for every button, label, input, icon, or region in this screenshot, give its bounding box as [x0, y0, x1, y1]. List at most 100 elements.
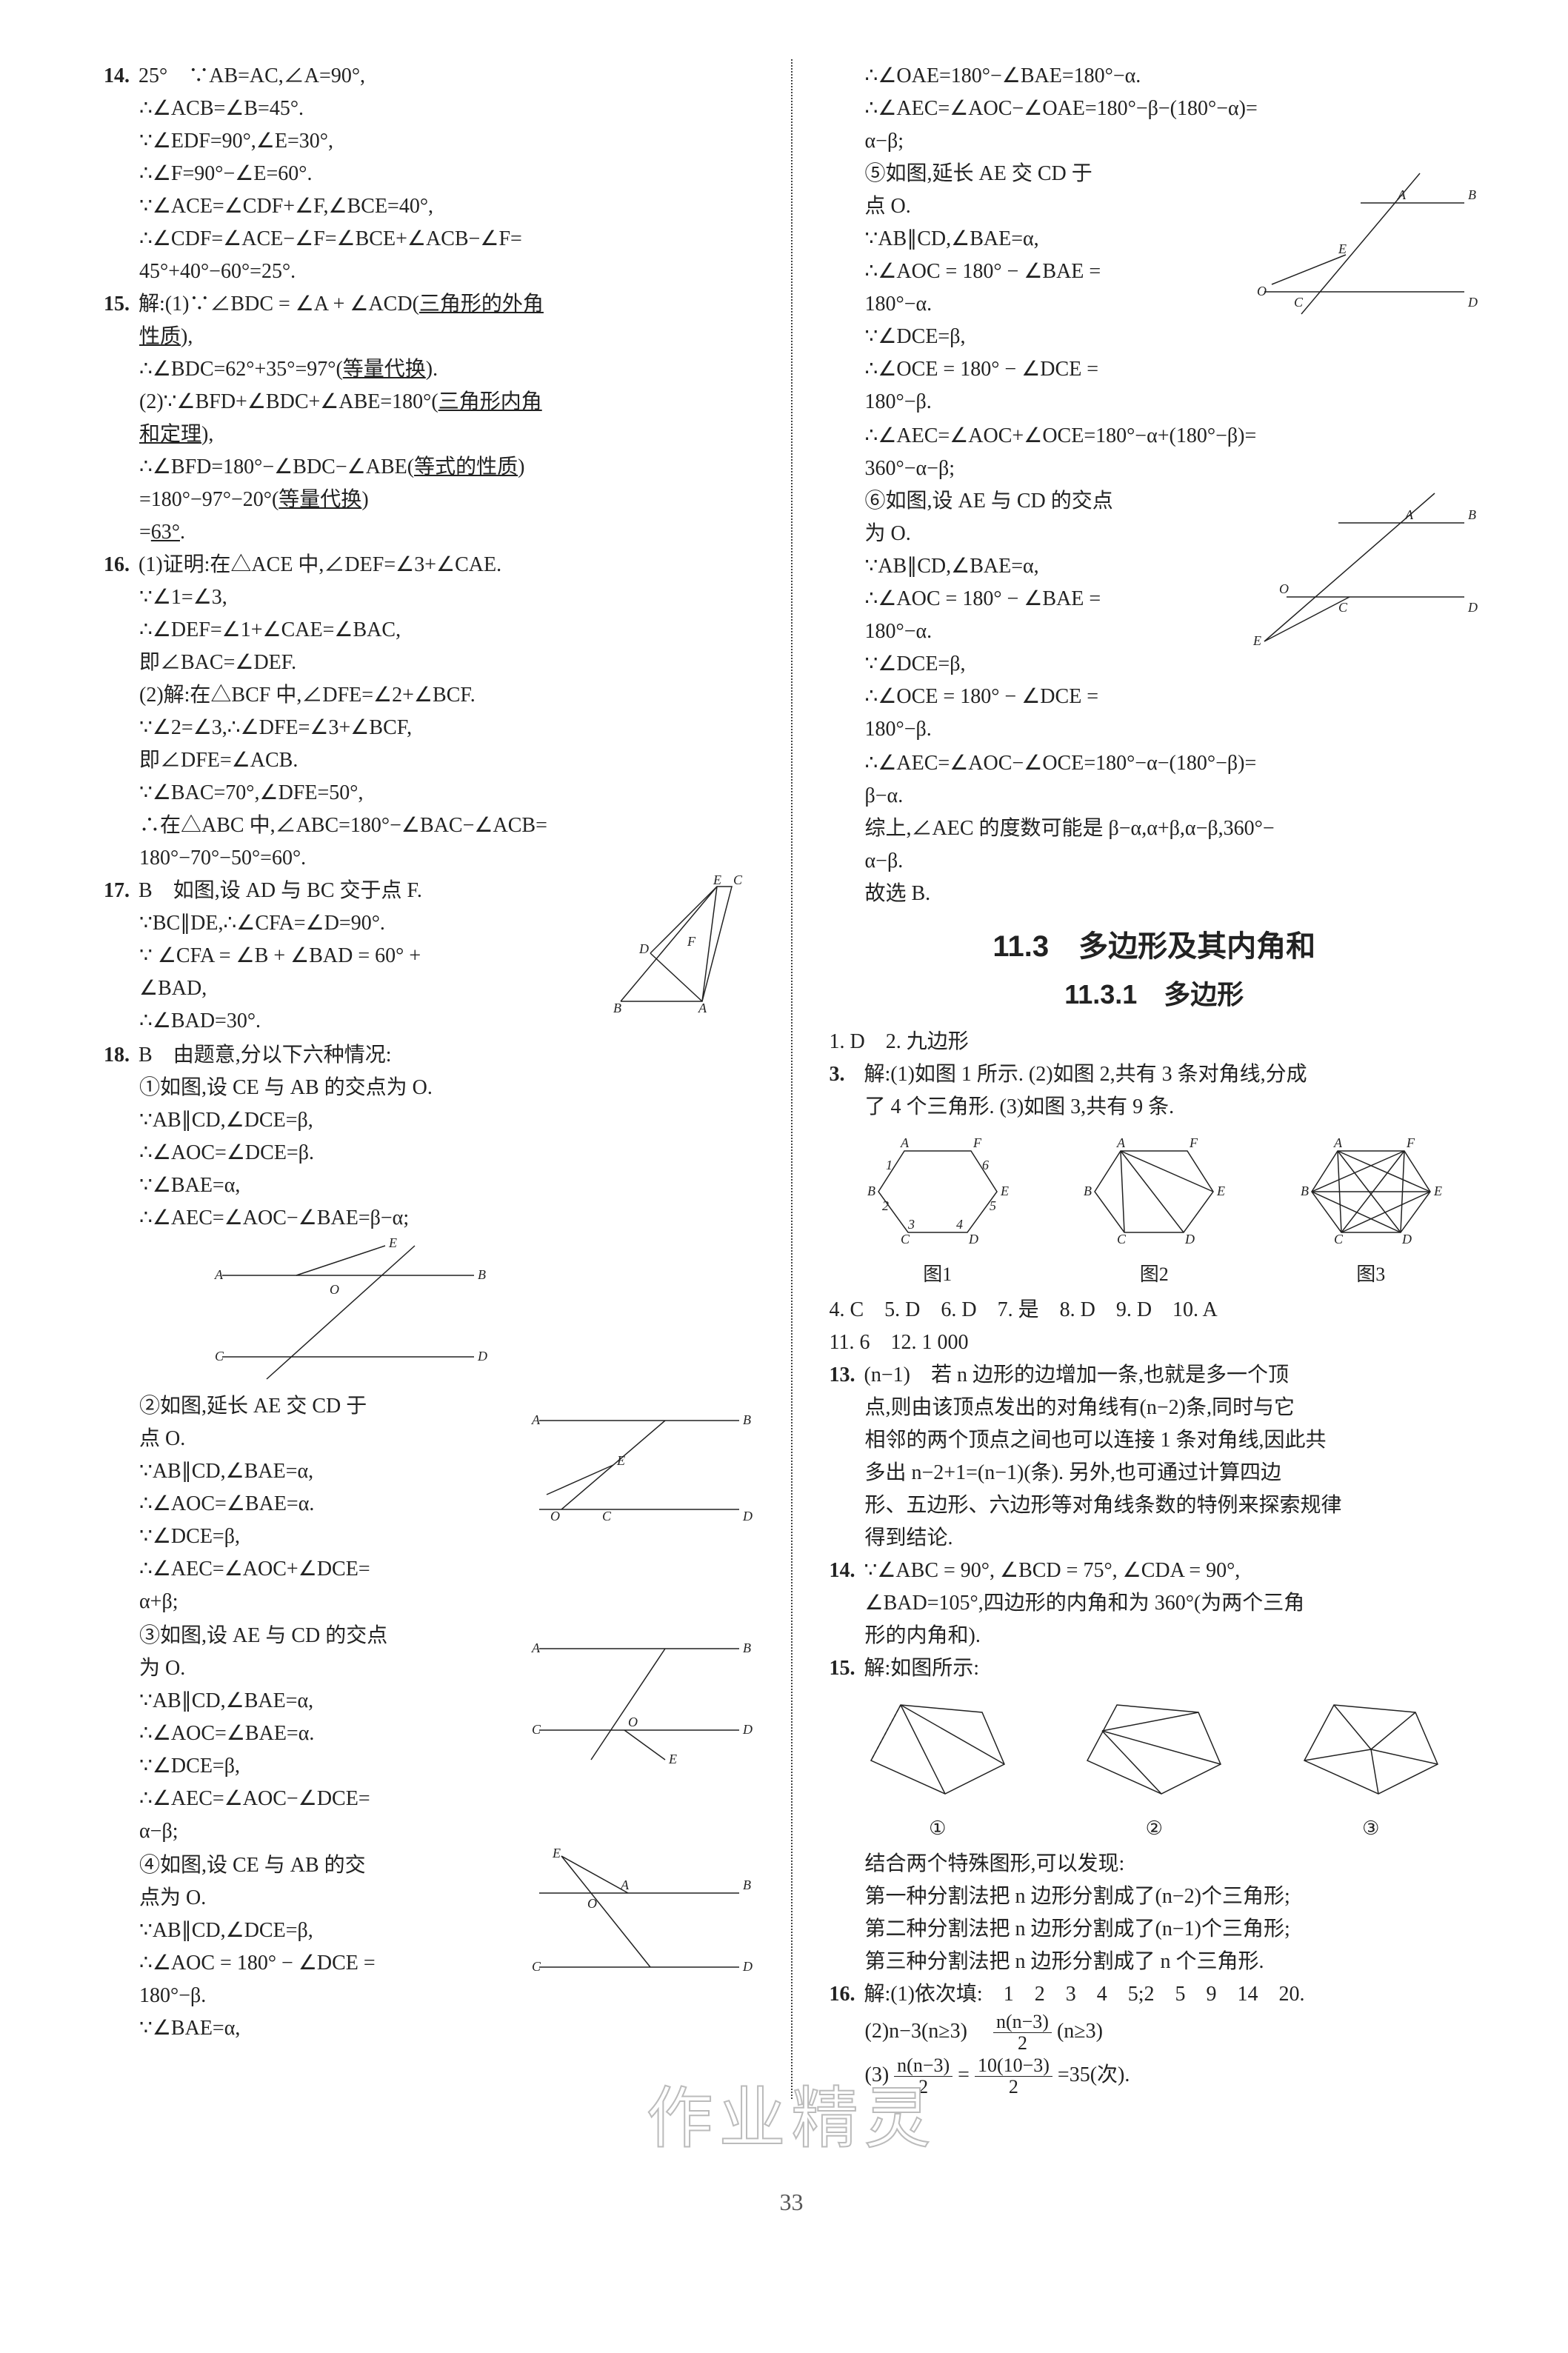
svg-text:O: O — [1257, 284, 1267, 298]
svg-text:D: D — [638, 941, 649, 956]
text: 故选 B. — [830, 878, 1480, 910]
text: = — [958, 2063, 970, 2086]
text: 即∠DFE=∠ACB. — [104, 745, 754, 776]
svg-text:A: A — [531, 1412, 541, 1427]
q-num: 18. — [104, 1040, 133, 1071]
text: ∴∠AEC=∠AOC−∠DCE= — [104, 1783, 754, 1815]
svg-text:D: D — [742, 1959, 753, 1974]
text: 了 4 个三角形. (3)如图 3,共有 9 条. — [830, 1092, 1480, 1123]
svg-text:E: E — [1338, 241, 1347, 256]
svg-text:D: D — [477, 1349, 487, 1364]
svg-text:B: B — [743, 1412, 751, 1427]
u-text: 性质 — [139, 325, 181, 348]
page-number: 33 — [104, 2184, 1479, 2220]
svg-text:C: C — [1338, 600, 1348, 615]
ans: (n−1) — [864, 1364, 910, 1386]
q14r: 14. ∵∠ABC = 90°, ∠BCD = 75°, ∠CDA = 90°,… — [830, 1555, 1480, 1652]
svg-text:D: D — [968, 1232, 978, 1246]
text: α+β; — [104, 1586, 754, 1618]
text: ∠BAD=105°,四边形的内角和为 360°(为两个三角 — [830, 1588, 1480, 1619]
q13: 13. (n−1) 若 n 边形的边增加一条,也就是多一个顶 点,则由该顶点发出… — [830, 1360, 1480, 1554]
text: ∵AB∥CD,∠DCE=β, — [104, 1105, 754, 1136]
svg-text:C: C — [1117, 1232, 1127, 1246]
svg-text:B: B — [613, 1001, 621, 1015]
parallel-lines-figure-icon: AB CD OE — [1242, 158, 1479, 321]
caption: ② — [1072, 1814, 1235, 1843]
svg-text:C: C — [602, 1509, 612, 1523]
parallel-lines-figure-icon: AB OD CE — [517, 1391, 754, 1539]
text: ), — [181, 325, 193, 348]
text: ) — [518, 455, 524, 478]
svg-text:E: E — [1216, 1184, 1225, 1198]
svg-text:F: F — [687, 934, 696, 949]
svg-text:D: D — [1467, 600, 1478, 615]
answer-row: 4. C 5. D 6. D 7. 是 8. D 9. D 10. A — [830, 1295, 1480, 1326]
frac-bot: 2 — [1015, 2032, 1030, 2054]
q-num: 15. — [830, 1653, 859, 1684]
column-divider — [791, 59, 793, 2099]
u-text: 63° — [151, 521, 180, 544]
text: ∴∠F=90°−∠E=60°. — [104, 158, 754, 190]
u-text: 等量代换 — [343, 358, 426, 381]
text: 180°−70°−50°=60°. — [104, 843, 754, 874]
frac-top: n(n−3) — [993, 2011, 1052, 2033]
answer-row: 11. 6 12. 1 000 — [830, 1327, 1480, 1358]
text: ), — [201, 423, 213, 446]
text: ∵∠ABC = 90°, ∠BCD = 75°, ∠CDA = 90°, — [864, 1559, 1241, 1582]
text: =35(次). — [1058, 2063, 1130, 2086]
svg-text:O: O — [550, 1509, 560, 1523]
svg-text:A: A — [1397, 187, 1407, 202]
text: 形的内角和). — [830, 1621, 1480, 1652]
q-num: 17. — [104, 875, 133, 907]
svg-text:B: B — [1301, 1184, 1309, 1198]
text: 解: — [864, 1063, 891, 1086]
text: 45°+40°−60°=25°. — [104, 256, 754, 287]
text: 形、五边形、六边形等对角线条数的特例来探索规律 — [830, 1490, 1480, 1521]
svg-text:C: C — [1294, 295, 1304, 310]
q-num: 13. — [830, 1360, 859, 1391]
text: 如图,设 AD 与 BC 交于点 F. — [173, 879, 422, 902]
svg-text:B: B — [1468, 187, 1476, 202]
figure-row: ① ② — [830, 1690, 1480, 1843]
text: 第一种分割法把 n 边形分割成了(n−2)个三角形; — [830, 1881, 1480, 1912]
q-num: 16. — [830, 1979, 859, 2010]
text: = — [139, 521, 151, 544]
text: ∵∠BAE=α, — [104, 1170, 754, 1201]
u-text: 三角形内角 — [438, 390, 542, 413]
svg-text:F: F — [1406, 1135, 1415, 1150]
answer-row: 1. D 2. 九边形 — [830, 1027, 1480, 1058]
svg-text:A: A — [620, 1878, 630, 1892]
left-column: 14. 25° ∵AB=AC,∠A=90°, ∴∠ACB=∠B=45°. ∵∠E… — [104, 59, 754, 2099]
svg-text:D: D — [1401, 1232, 1412, 1246]
text: 360°−α−β; — [830, 453, 1480, 484]
text: (2)∵∠BFD+∠BDC+∠ABE=180°( — [139, 390, 438, 413]
q3: 3. 解:(1)如图 1 所示. (2)如图 2,共有 3 条对角线,分成 了 … — [830, 1059, 1480, 1289]
text: (1)依次填: 1 2 3 4 5;2 5 9 14 20. — [890, 1983, 1304, 2006]
svg-text:O: O — [587, 1896, 597, 1911]
frac-top: 10(10−3) — [975, 2055, 1052, 2077]
q-num: 14. — [830, 1555, 859, 1586]
text: 第二种分割法把 n 边形分割成了(n−1)个三角形; — [830, 1914, 1480, 1945]
svg-text:A: A — [1333, 1135, 1343, 1150]
text: ∵∠2=∠3,∴∠DFE=∠3+∠BCF, — [104, 712, 754, 744]
text: ∴∠AEC=∠AOC−∠BAE=β−α; — [104, 1203, 754, 1234]
hexagon-diagonals-icon: AF ED CB — [1080, 1129, 1228, 1247]
svg-text:D: D — [1184, 1232, 1195, 1246]
svg-text:E: E — [1252, 633, 1261, 648]
text: ∵∠EDF=90°,∠E=30°, — [104, 126, 754, 157]
q-num: 16. — [104, 550, 133, 581]
text: ∴∠AEC=∠AOC+∠DCE= — [104, 1554, 754, 1585]
ans: 25° — [139, 64, 167, 87]
caption: 图2 — [1080, 1260, 1228, 1289]
q15: 15. 解:(1)∵∠BDC = ∠A + ∠ACD(三角形的外角 性质), ∴… — [104, 289, 754, 548]
text: ∵∠BAC=70°,∠DFE=50°, — [104, 778, 754, 809]
svg-text:B: B — [743, 1878, 751, 1892]
q14: 14. 25° ∵AB=AC,∠A=90°, ∴∠ACB=∠B=45°. ∵∠E… — [104, 61, 754, 287]
pentagon-split-icon — [1072, 1690, 1235, 1801]
fraction: n(n−3)2 — [993, 2012, 1052, 2054]
q-num: 15. — [104, 289, 133, 320]
hexagon-all-diagonals-icon: AF ED CB — [1297, 1129, 1445, 1247]
caption: ③ — [1290, 1814, 1452, 1843]
ans: B — [139, 1044, 153, 1067]
svg-text:C: C — [1334, 1232, 1344, 1246]
